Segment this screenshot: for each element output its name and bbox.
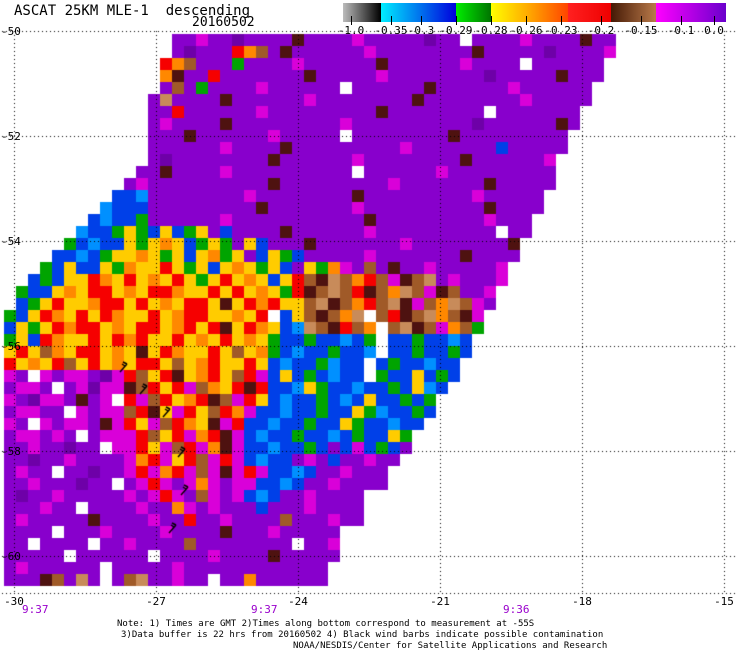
y-axis-tick-label: -56 bbox=[1, 340, 21, 353]
colorbar-tick-label: -0.1 bbox=[667, 24, 695, 37]
colorbar-segment-7 bbox=[656, 3, 726, 22]
colorbar-tick-label: -0.29 bbox=[439, 24, 473, 37]
colorbar-tick bbox=[491, 16, 492, 25]
x-axis-tick-label: -21 bbox=[430, 595, 450, 608]
y-axis-tick-label: -52 bbox=[1, 130, 21, 143]
page-title: ASCAT 25KM MLE-1 descending bbox=[14, 3, 251, 19]
y-axis-tick-label: -60 bbox=[1, 550, 21, 563]
colorbar-tick-label: -1.0 bbox=[337, 24, 365, 37]
note-line-3: NOAA/NESDIS/Center for Satellite Applica… bbox=[293, 641, 608, 650]
colorbar-segment-5 bbox=[568, 3, 611, 22]
colorbar-tick bbox=[601, 16, 602, 25]
y-axis-tick-label: -50 bbox=[1, 25, 21, 38]
colorbar-tick-label: -0.15 bbox=[624, 24, 658, 37]
colorbar-segment-2 bbox=[456, 3, 491, 22]
y-axis-tick-label: -58 bbox=[1, 445, 21, 458]
x-axis-tick-label: -27 bbox=[146, 595, 166, 608]
x-axis-tick-label: -18 bbox=[572, 595, 592, 608]
colorbar-tick bbox=[526, 16, 527, 25]
colorbar-tick-label: -0.3 bbox=[407, 24, 435, 37]
plot-date: 20160502 bbox=[192, 15, 255, 30]
note-line-1: Note: 1) Times are GMT 2)Times along bot… bbox=[117, 619, 535, 629]
colorbar-tick bbox=[641, 16, 642, 25]
colorbar-tick bbox=[351, 16, 352, 25]
x-axis-tick-label: -30 bbox=[4, 595, 24, 608]
colorbar-tick-label: -0.2 bbox=[587, 24, 615, 37]
swath-time-label: 9:37 bbox=[22, 603, 49, 616]
colorbar bbox=[343, 3, 726, 25]
colorbar-tick bbox=[391, 16, 392, 25]
colorbar-tick bbox=[681, 16, 682, 25]
colorbar-tick-label: 0.0 bbox=[704, 24, 724, 37]
swath-time-label: 9:36 bbox=[503, 603, 530, 616]
colorbar-tick-label: -0.28 bbox=[474, 24, 508, 37]
x-axis-tick-label: -24 bbox=[288, 595, 308, 608]
x-axis-tick-label: -15 bbox=[714, 595, 734, 608]
colorbar-tick bbox=[421, 16, 422, 25]
colorbar-tick bbox=[456, 16, 457, 25]
colorbar-tick-label: -0.35 bbox=[374, 24, 408, 37]
colorbar-segment-1 bbox=[381, 3, 456, 22]
colorbar-tick-label: -0.23 bbox=[544, 24, 578, 37]
colorbar-segment-0 bbox=[343, 3, 381, 22]
colorbar-segment-4 bbox=[528, 3, 568, 22]
note-line-2: 3)Data buffer is 22 hrs from 20160502 4)… bbox=[121, 630, 604, 640]
colorbar-tick bbox=[714, 16, 715, 25]
colorbar-tick bbox=[561, 16, 562, 25]
colorbar-tick-label: -0.26 bbox=[509, 24, 543, 37]
colorbar-segment-3 bbox=[491, 3, 528, 22]
colorbar-segment-6 bbox=[611, 3, 656, 22]
y-axis-tick-label: -54 bbox=[1, 235, 21, 248]
swath-time-label: 9:37 bbox=[251, 603, 278, 616]
